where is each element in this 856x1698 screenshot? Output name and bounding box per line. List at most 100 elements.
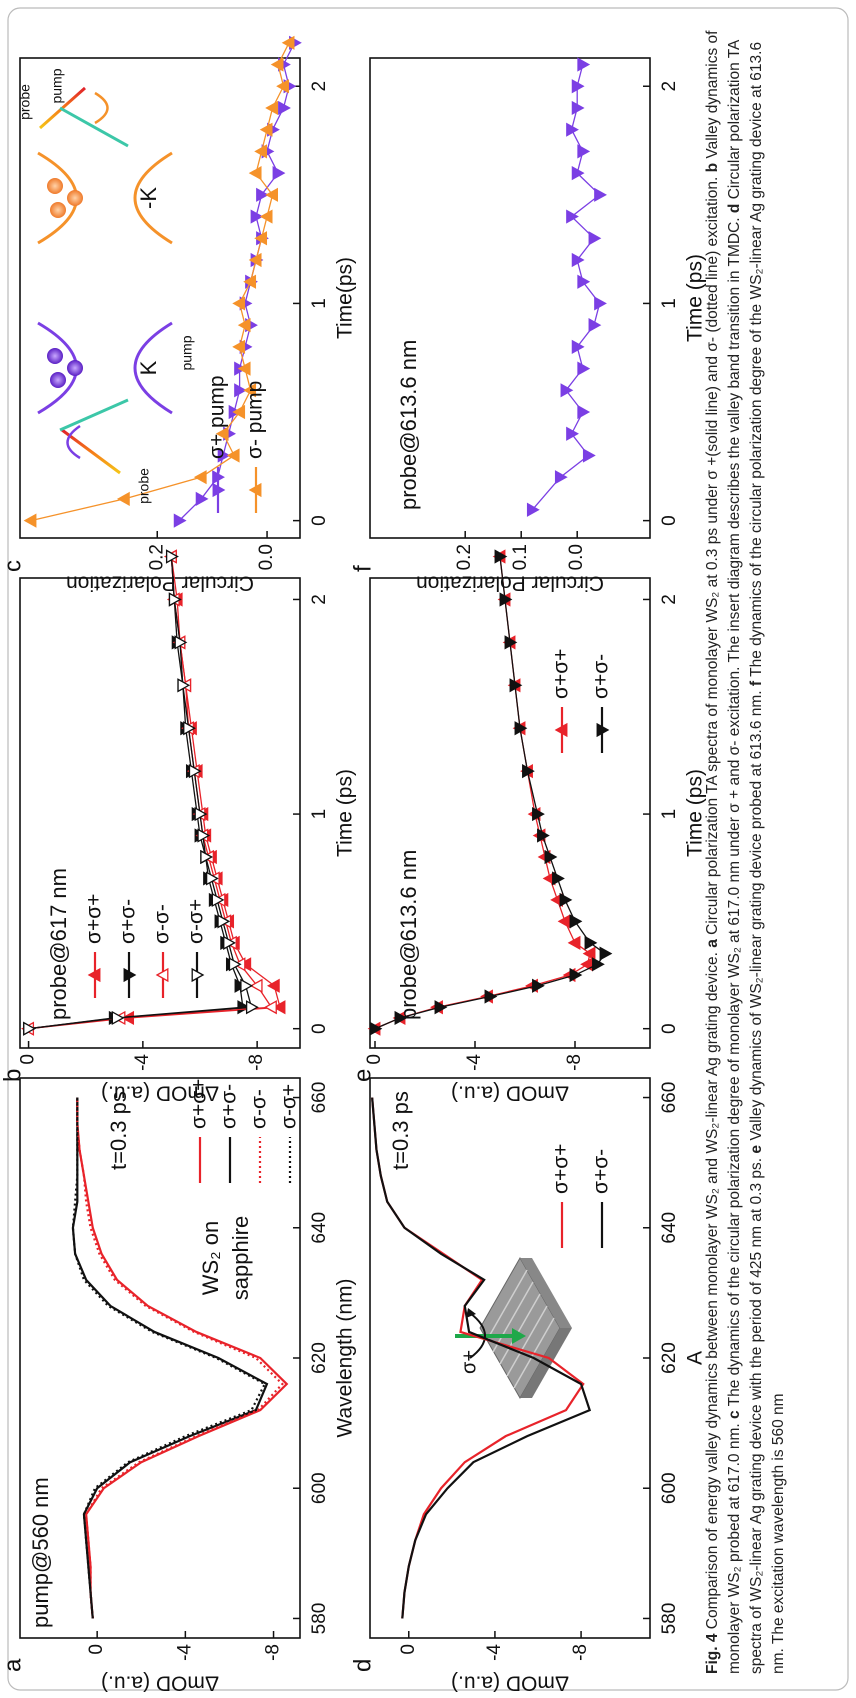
plot-frame [19, 57, 301, 539]
data-marker [232, 404, 246, 420]
data-marker [205, 871, 219, 886]
x-tick-label: 2 [659, 81, 680, 92]
legend-label: σ-σ- [151, 904, 174, 944]
annotation: WS₂ on [198, 1221, 223, 1296]
data-marker [248, 252, 262, 268]
x-tick-label: 1 [659, 298, 680, 309]
data-marker [245, 1000, 259, 1015]
data-marker [168, 592, 182, 607]
data-marker [554, 470, 568, 485]
panel-label: d [349, 1659, 376, 1672]
data-marker [173, 513, 187, 528]
annotation: K [136, 360, 161, 375]
x-tick-label: 660 [309, 1082, 330, 1114]
x-tick-label: 580 [309, 1603, 330, 1635]
caption-panel: a [704, 939, 721, 948]
data-marker [234, 383, 247, 398]
data-line [28, 556, 253, 1030]
y-tick-label: -8 [246, 1054, 267, 1071]
data-marker [272, 166, 286, 181]
caption-text: Comparison of energy valley dynamics bet… [704, 947, 721, 1634]
data-marker [582, 448, 596, 463]
data-marker [569, 967, 583, 983]
data-marker [369, 1021, 383, 1036]
data-marker [256, 187, 269, 202]
data-marker [266, 978, 280, 993]
data-line [76, 1097, 289, 1619]
data-marker [532, 978, 545, 993]
figure-caption: Fig. 4 Comparison of energy valley dynam… [702, 24, 790, 1675]
legend-label: σ+σ- [590, 654, 613, 699]
x-tick-label: 0 [659, 515, 680, 526]
y-tick-label: 0 [364, 1054, 385, 1065]
caption-panel: c [726, 1410, 743, 1419]
data-line [371, 1097, 592, 1619]
data-marker [434, 1000, 448, 1015]
x-tick-label: 1 [659, 809, 680, 820]
data-marker [504, 635, 518, 650]
panel-label: a [0, 1658, 26, 1672]
data-marker [499, 592, 513, 607]
data-marker [580, 957, 593, 972]
data-marker [254, 231, 268, 246]
data-marker [571, 166, 585, 181]
data-marker [526, 502, 540, 517]
x-tick-label: 640 [309, 1212, 330, 1244]
annotation: pump [179, 335, 195, 370]
caption-panel: b [704, 162, 721, 173]
data-marker [569, 914, 583, 929]
caption-text: Valley dynamics of WS₂-linear grating de… [748, 686, 765, 1145]
data-marker [265, 187, 278, 202]
data-marker [557, 914, 571, 929]
annotation: probe@613.6 nm [396, 340, 421, 510]
data-marker [560, 383, 574, 398]
annotation: t=0.3 ps [106, 1091, 131, 1170]
y-tick-label: 0.1 [510, 544, 531, 570]
data-marker [254, 144, 268, 159]
legend-label: σ+σ+ [550, 1144, 573, 1194]
caption-label: Fig. 4 [704, 1633, 721, 1674]
data-marker [566, 122, 579, 137]
data-marker [584, 935, 598, 950]
caption-panel: e [748, 1144, 765, 1154]
panel-label: b [0, 1069, 26, 1082]
x-tick-label: 0 [659, 1023, 680, 1034]
y-tick-label: 0 [86, 1644, 107, 1655]
data-marker [111, 1010, 125, 1026]
y-tick-label: -4 [484, 1644, 505, 1661]
x-axis-label: Time (ps) [684, 254, 707, 342]
data-marker [571, 79, 585, 94]
data-marker [514, 721, 528, 736]
y-tick-label: 0.2 [146, 544, 167, 570]
legend-marker [596, 722, 610, 738]
x-tick-label: 0 [309, 515, 330, 526]
data-marker [588, 231, 602, 246]
data-marker [559, 892, 573, 908]
legend-label: σ-σ- [248, 1089, 271, 1129]
legend-marker [191, 967, 205, 983]
data-marker [195, 491, 209, 507]
data-marker [494, 549, 508, 564]
x-tick-label: 620 [309, 1342, 330, 1374]
data-marker [237, 318, 251, 333]
legend-marker [155, 967, 169, 983]
y-tick-label: 0.2 [454, 544, 475, 570]
data-marker [165, 549, 179, 564]
x-tick-label: 660 [659, 1082, 680, 1114]
plot-frame [369, 57, 651, 539]
y-tick-label: -8 [564, 1054, 585, 1071]
data-marker [249, 978, 263, 993]
y-axis-label: Circular Polarization [66, 571, 254, 594]
y-tick-label: 0 [18, 1054, 39, 1065]
x-tick-label: 640 [659, 1212, 680, 1244]
data-marker [174, 635, 188, 650]
data-marker [522, 764, 535, 779]
data-marker [248, 166, 262, 181]
data-marker [484, 989, 498, 1004]
valley-inset [37, 86, 173, 475]
x-tick-label: 620 [659, 1342, 680, 1374]
y-tick-label: 0.0 [566, 544, 587, 570]
legend-label: σ- pump [244, 381, 267, 459]
